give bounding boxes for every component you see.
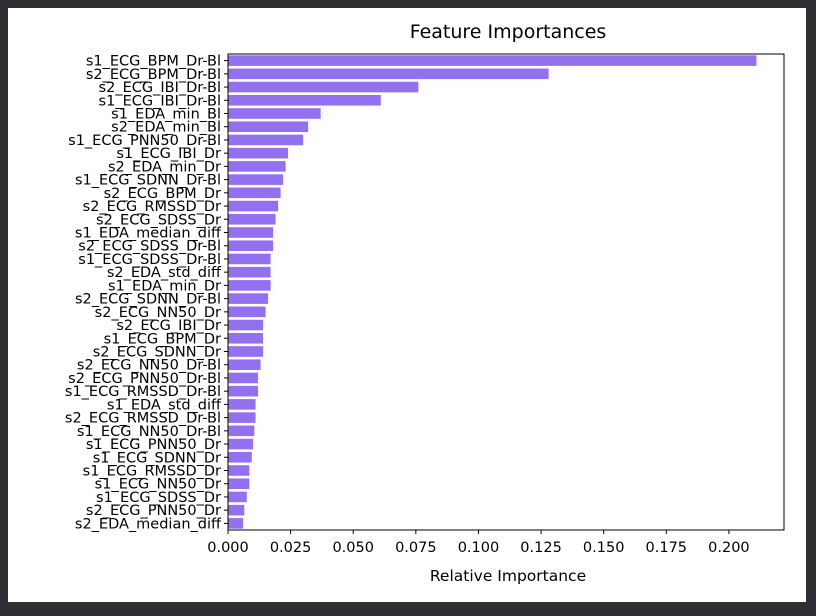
y-tick-label: s1_EDA_std_diff [107, 397, 222, 413]
x-tick-label: 0.050 [332, 540, 374, 556]
y-tick-label: s2_ECG_NN50_Dr [95, 305, 221, 321]
bar [228, 253, 271, 265]
bar [228, 504, 245, 516]
bar [228, 108, 321, 119]
bar [228, 81, 419, 93]
y-tick-label: s2_ECG_BPM_Dr-Bl [86, 67, 221, 83]
y-tick-label: s1_ECG_PNN50_Dr [86, 437, 221, 453]
x-axis-label: Relative Importance [430, 567, 586, 585]
bar [228, 399, 256, 410]
y-tick-label: s1_ECG_RMSSD_Dr [83, 464, 221, 480]
y-tick-label: s1_ECG_NN50_Dr [95, 477, 221, 493]
y-tick-label: s1_ECG_RMSSD_Dr-Bl [65, 384, 221, 400]
y-tick-label: s1_EDA_median_diff [75, 226, 222, 242]
bar [228, 425, 255, 437]
bar [228, 161, 286, 172]
y-tick-label: s2_ECG_SDNN_Dr [93, 345, 221, 361]
y-tick-label: s1_ECG_BPM_Dr [104, 331, 221, 347]
bar [228, 94, 381, 106]
y-tick-label: s2_ECG_SDSS_Dr-Bl [78, 239, 221, 255]
y-tick-label: s1_ECG_SDNN_Dr [93, 450, 221, 466]
bar [228, 293, 269, 304]
y-tick-label: s1_ECG_SDSS_Dr [96, 490, 221, 506]
y-tick-label: s1_ECG_SDSS_Dr-Bl [78, 252, 221, 268]
y-tick-label: s2_EDA_min_Dr [108, 159, 221, 175]
bar [228, 227, 274, 238]
bar [228, 68, 549, 80]
bar [228, 465, 250, 476]
y-tick-label: s2_ECG_NN50_Dr-Bl [77, 358, 221, 374]
bar [228, 187, 281, 199]
bar [228, 359, 261, 371]
bar [228, 147, 289, 159]
y-tick-label: s2_ECG_RMSSD_Dr-Bl [65, 411, 221, 427]
y-tick-label: s1_ECG_PNN50_Dr-Bl [68, 133, 221, 149]
y-tick-label: s1_ECG_SDNN_Dr-Bl [75, 173, 221, 189]
bar [228, 213, 276, 225]
bar [228, 332, 264, 344]
bars-layer [228, 55, 757, 529]
bar [228, 319, 264, 331]
bar [228, 451, 252, 463]
bar [228, 174, 284, 185]
bar [228, 240, 274, 252]
y-tick-label: s1_ECG_NN50_Dr-Bl [77, 424, 221, 440]
bar [228, 491, 247, 503]
bar [228, 200, 279, 212]
x-tick-label: 0.075 [395, 540, 437, 556]
bar [228, 438, 254, 450]
figure: Feature Importances s1_ECG_BPM_Dr-Bl s2_E… [8, 8, 806, 602]
y-tick-label: s2_ECG_IBI_Dr-Bl [99, 80, 221, 96]
bar [228, 306, 266, 318]
y-tick-label: s1_EDA_min_Dr [108, 278, 221, 294]
x-tick-label: 0.100 [458, 540, 500, 556]
feature-importance-chart: Feature Importances s1_ECG_BPM_Dr-Bls2_E… [65, 21, 785, 585]
y-tick-label: s2_EDA_min_Bl [111, 120, 221, 136]
y-tick-label: s2_ECG_SDSS_Dr [96, 212, 221, 228]
y-tick-label: s2_ECG_BPM_Dr [104, 186, 221, 202]
chart-title: Feature Importances [410, 21, 607, 43]
y-tick-label: s2_EDA_median_diff [75, 516, 222, 532]
bar [228, 134, 304, 146]
y-tick-label: s2_ECG_PNN50_Dr [86, 503, 221, 519]
bar [228, 346, 264, 357]
y-axis-ticks: s1_ECG_BPM_Dr-Bls2_ECG_BPM_Dr-Bls2_ECG_I… [65, 54, 228, 532]
y-tick-label: s2_ECG_IBI_Dr [116, 318, 221, 334]
x-tick-label: 0.125 [520, 540, 562, 556]
bar [228, 372, 259, 384]
bar [228, 121, 309, 133]
bar [228, 518, 244, 529]
y-tick-label: s1_ECG_IBI_Dr-Bl [99, 93, 221, 109]
x-tick-label: 0.150 [583, 540, 625, 556]
x-tick-label: 0.025 [270, 540, 312, 556]
plot-area-frame [227, 53, 785, 531]
bar [228, 280, 271, 291]
bar [228, 266, 271, 278]
bar [228, 478, 250, 490]
x-tick-label: 0.175 [646, 540, 688, 556]
x-tick-label: 0.200 [708, 540, 750, 556]
bar [228, 385, 259, 397]
x-axis-ticks: 0.000 0.025 0.050 0.075 0.100 0.125 0.150 0.175… [207, 530, 750, 556]
x-tick-label: 0.000 [207, 540, 249, 556]
y-tick-label: s1_ECG_IBI_Dr [116, 146, 221, 162]
bar [228, 412, 256, 423]
y-tick-label: s1_EDA_min_Bl [111, 107, 221, 123]
y-tick-label: s2_ECG_RMSSD_Dr [83, 199, 221, 215]
y-tick-label: s2_EDA_std_diff [107, 265, 222, 281]
y-tick-label: s1_ECG_BPM_Dr-Bl [86, 54, 221, 70]
y-tick-label: s2_ECG_SDNN_Dr-Bl [75, 292, 221, 308]
bar [228, 55, 757, 66]
y-tick-label: s2_ECG_PNN50_Dr-Bl [68, 371, 221, 387]
